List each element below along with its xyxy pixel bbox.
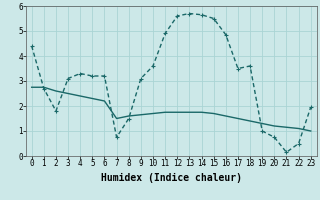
X-axis label: Humidex (Indice chaleur): Humidex (Indice chaleur) [101, 173, 242, 183]
